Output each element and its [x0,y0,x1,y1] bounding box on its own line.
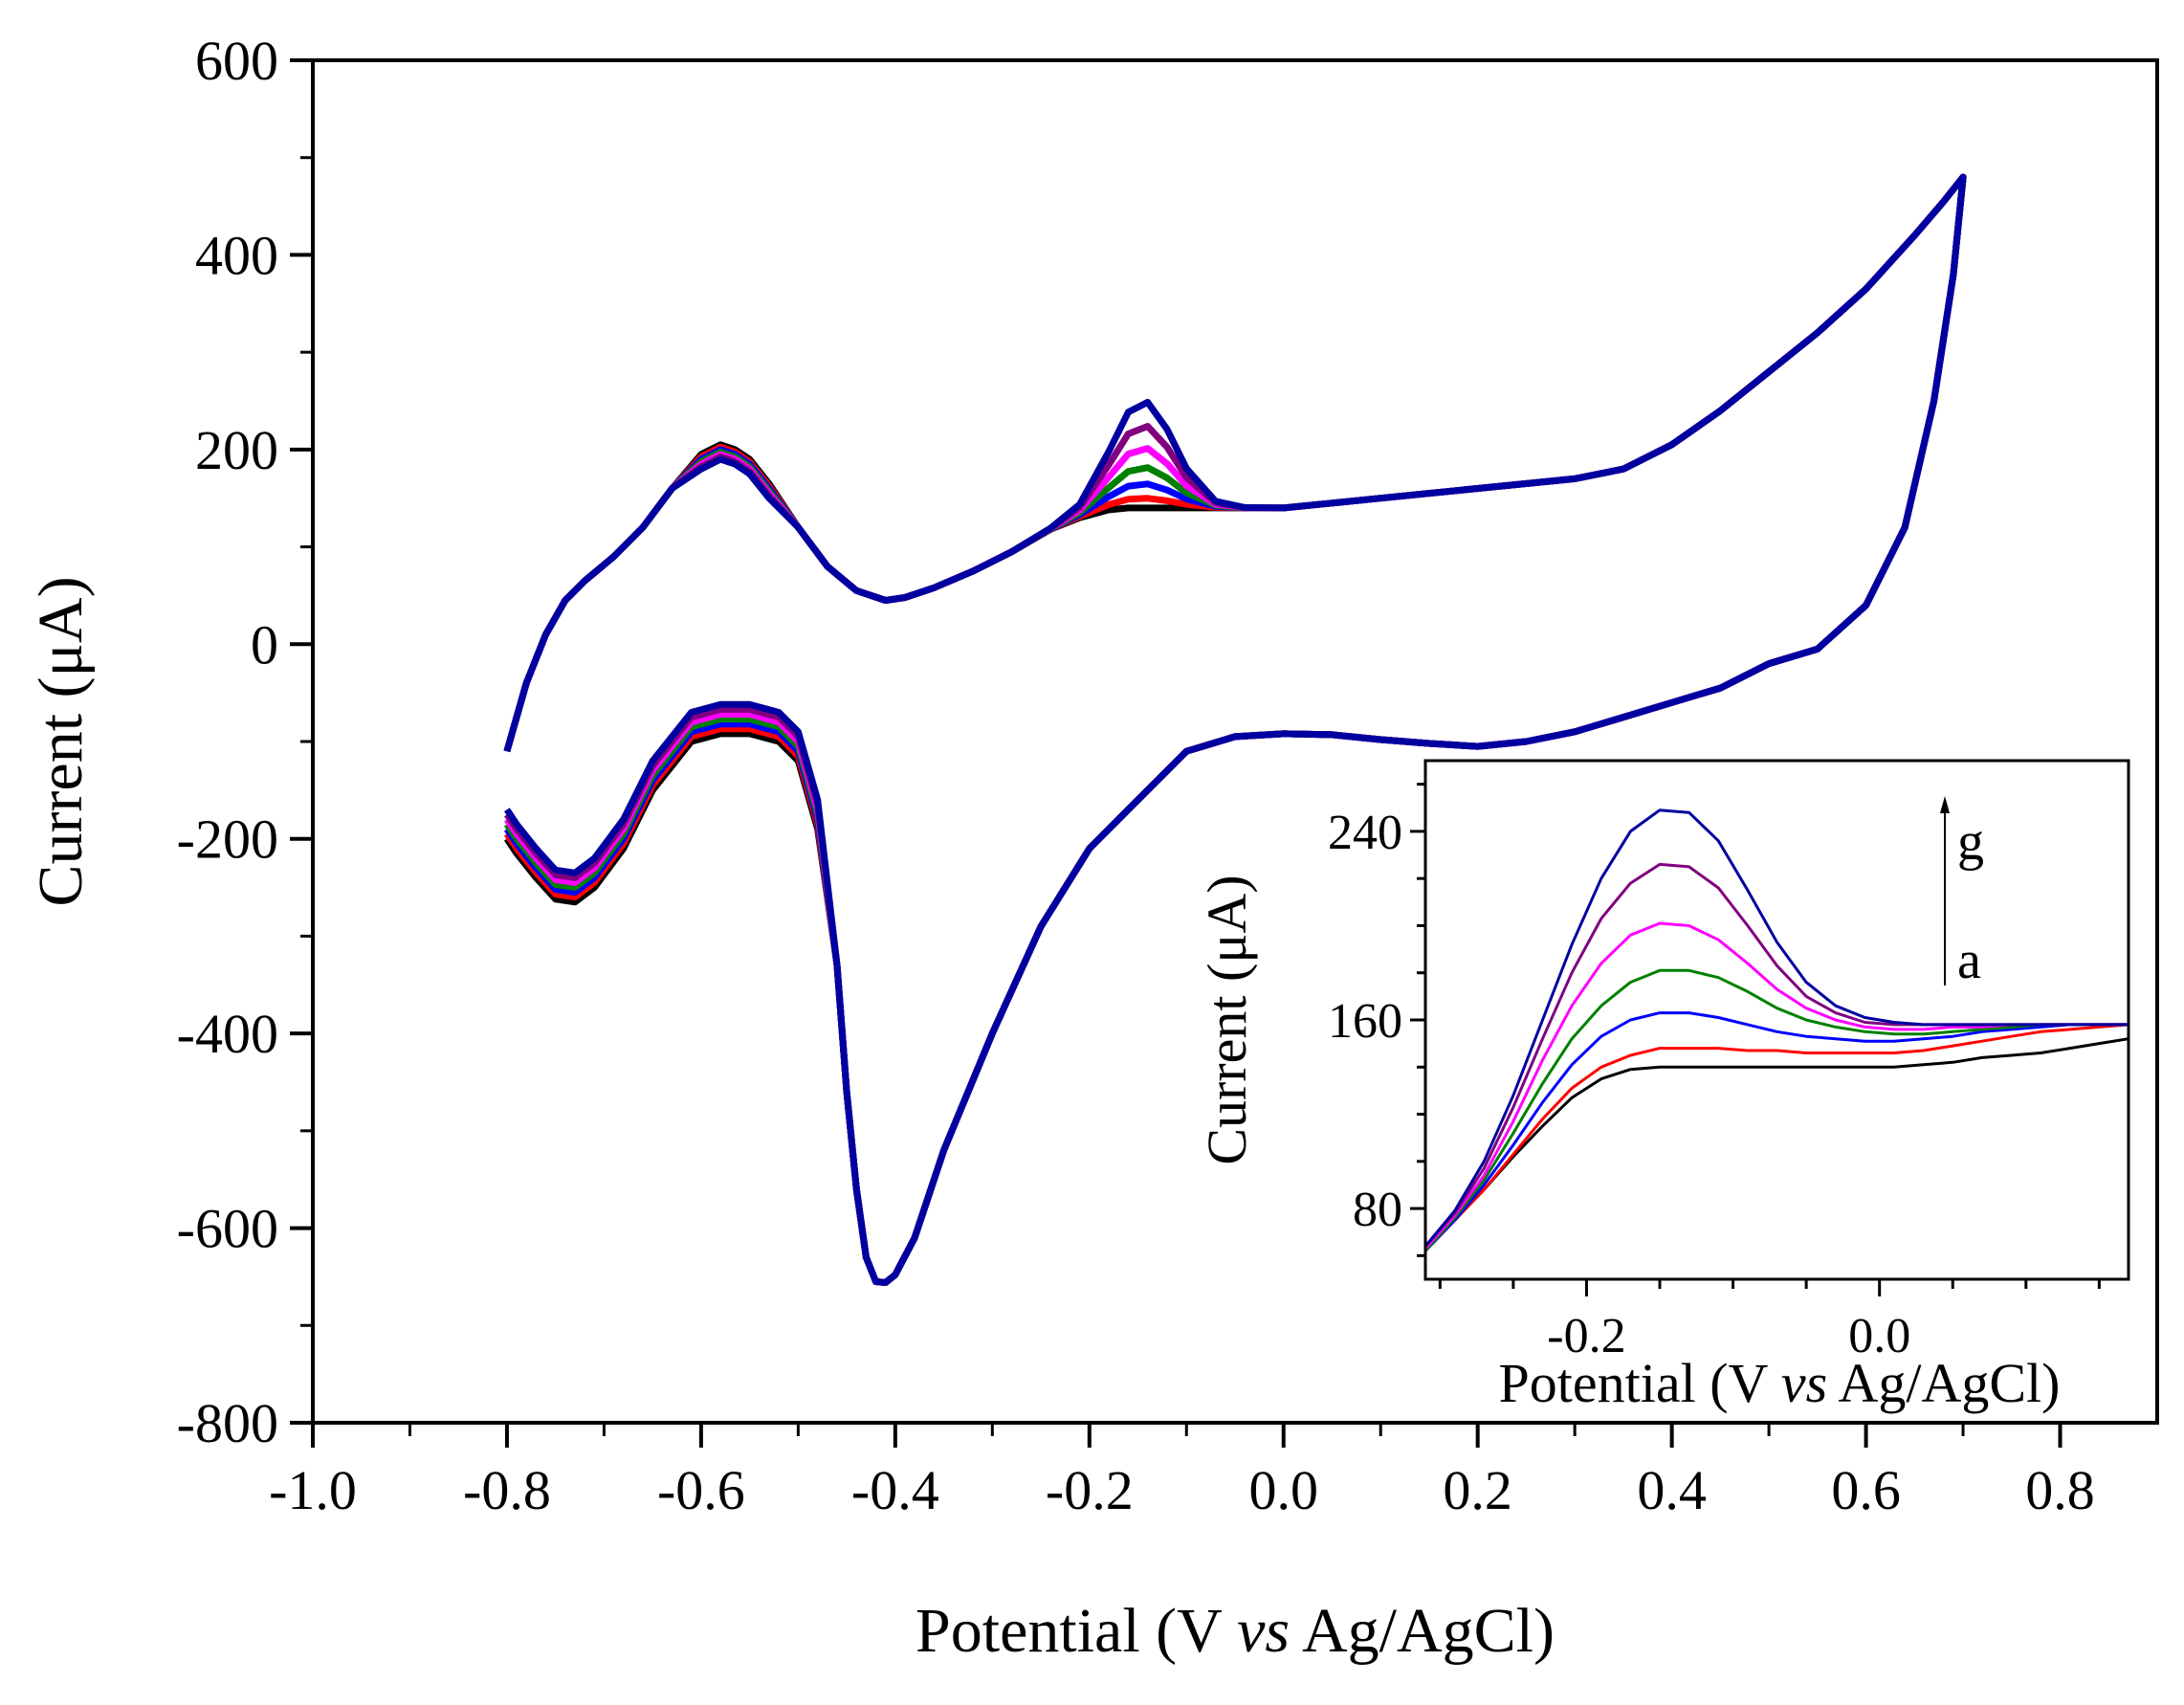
main-x-tick-label: 0.4 [1637,1459,1707,1521]
inset-series-g [1423,808,2129,1248]
inset-background [1425,761,2129,1279]
main-y-tick-label: 400 [195,224,278,286]
main-y-tick-label: -800 [177,1392,278,1454]
inset-series-b [1423,1023,2129,1252]
main-x-tick-label: -0.2 [1046,1459,1134,1521]
trend-arrow-head [1940,796,1950,813]
main-x-axis-title: Potential (V vs Ag/AgCl) [916,1596,1555,1666]
main-x-tick-label: -0.4 [851,1459,939,1521]
annotation-g: g [1957,812,1984,872]
main-x-tick-label: -0.8 [463,1459,551,1521]
main-y-ticks: -800 -600 -400 -200 0 200 400 600 [177,30,313,1454]
inset-y-tick-label: 80 [1353,1183,1402,1237]
inset-x-axis-title: Potential (V vs Ag/AgCl) [1499,1352,2061,1414]
inset-x-ticks: -0.2 0.0 [1438,1279,2101,1363]
main-y-tick-label: -200 [177,808,278,871]
main-x-tick-label: 0.6 [1831,1459,1901,1521]
main-y-tick-label: 600 [195,30,278,92]
main-plot: -1.0 -0.8 -0.6 -0.4 -0.2 0.0 0.2 0.4 0.6 0.8 -800… [26,30,2159,1666]
main-x-ticks: -1.0 -0.8 -0.6 -0.4 -0.2 0.0 0.2 0.4 0.6 0.8 [269,1423,2095,1521]
main-series-g [503,173,1967,1286]
main-x-tick-label: -1.0 [269,1459,357,1521]
inset-x-tick-label: -0.2 [1547,1309,1625,1363]
main-series-group [503,173,1967,1286]
inset-y-ticks: 80 160 240 [1328,783,1425,1257]
inset-series-d [1423,968,2129,1252]
main-y-tick-label: 0 [251,613,278,675]
annotation-a: a [1957,931,1981,990]
main-x-tick-label: -0.6 [657,1459,745,1521]
main-x-tick-label: 0.0 [1248,1459,1318,1521]
inset-y-tick-label: 240 [1328,806,1402,860]
main-x-tick-label: 0.2 [1443,1459,1512,1521]
main-y-axis-title: Current (μA) [26,576,96,906]
main-y-tick-label: -600 [177,1198,278,1260]
inset-y-axis-title: Current (μA) [1196,875,1258,1164]
inset-y-tick-label: 160 [1328,994,1402,1049]
inset-series-group [1423,808,2129,1252]
main-y-tick-label: 200 [195,419,278,481]
inset-series-c [1423,1011,2129,1252]
main-x-tick-label: 0.8 [2025,1459,2095,1521]
inset-plot: -0.2 0.0 80 160 240 Potential (V vs Ag/AgCl… [1196,759,2130,1414]
main-y-tick-label: -400 [177,1003,278,1065]
inset-series-a [1423,1037,2129,1252]
inset-x-tick-label: 0.0 [1848,1309,1910,1363]
